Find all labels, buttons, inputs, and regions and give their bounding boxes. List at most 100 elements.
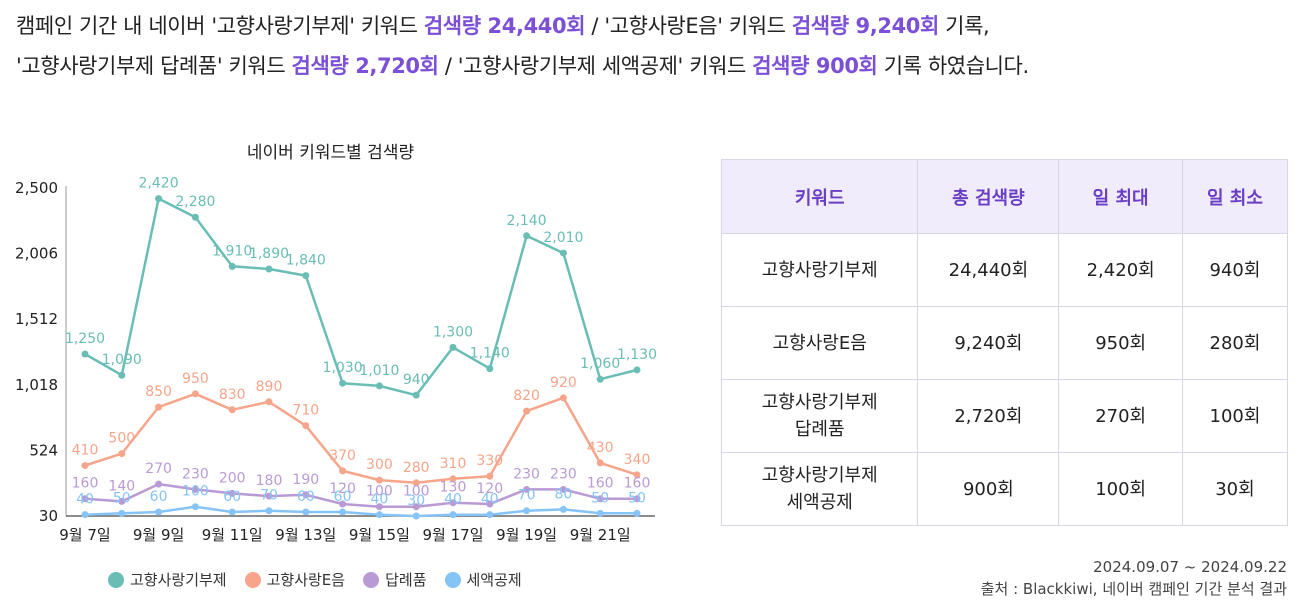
data-label: 180 (256, 473, 283, 489)
data-label: 40 (370, 492, 388, 508)
table-cell: 24,440회 (917, 233, 1060, 307)
x-tick-label: 9월 17일 (423, 526, 484, 544)
data-label: 190 (292, 472, 319, 488)
data-point (302, 491, 310, 499)
y-tick-label: 30 (39, 507, 58, 525)
data-label: 2,140 (507, 213, 547, 229)
data-label: 30 (407, 493, 425, 509)
data-label: 2,010 (543, 230, 583, 246)
data-point (633, 509, 641, 517)
series-line-1 (84, 392, 638, 485)
data-label: 60 (334, 489, 352, 505)
legend-label: 세액공제 (466, 571, 522, 589)
data-label: 100 (403, 484, 430, 500)
data-label: 100 (182, 484, 209, 500)
x-tick-label: 9월 11일 (202, 526, 263, 544)
table-header-cell: 일 최대 (1058, 159, 1183, 234)
data-label: 50 (628, 490, 646, 506)
data-label: 340 (624, 452, 651, 468)
headline-highlight: 검색량 2,720회 (291, 54, 439, 78)
data-label: 70 (260, 488, 278, 504)
footer-period: 2024.09.07 ~ 2024.09.22 (1093, 558, 1287, 576)
data-point (191, 213, 199, 221)
data-point (559, 485, 567, 493)
data-label: 1,130 (617, 347, 657, 363)
table-cell: 100회 (1181, 379, 1289, 453)
data-point (265, 492, 273, 500)
data-label: 310 (440, 456, 467, 472)
legend-dot-icon (108, 571, 124, 588)
y-tick-label: 2,006 (15, 245, 58, 263)
data-point (596, 509, 604, 517)
data-point (596, 459, 604, 467)
data-label: 120 (476, 481, 503, 497)
headline: 캠페인 기간 내 네이버 '고향사랑기부제' 키워드 검색량 24,440회 /… (16, 6, 1286, 86)
data-point (339, 500, 347, 508)
data-point (523, 232, 531, 240)
data-label: 80 (554, 486, 572, 502)
data-point (596, 375, 604, 383)
chart-legend: 고향사랑기부제 고향사랑E음 답례품 세액공제 (108, 569, 522, 590)
data-point (155, 508, 163, 516)
data-label: 60 (150, 489, 168, 505)
data-label: 300 (366, 457, 393, 473)
data-label: 1,030 (323, 360, 363, 376)
data-label: 140 (108, 478, 135, 494)
data-label: 2,280 (175, 194, 215, 210)
data-label: 160 (72, 476, 99, 492)
legend-dot-icon (444, 571, 461, 588)
data-label: 920 (550, 375, 577, 391)
headline-text: '고향사랑기부제 답례품' 키워드 (16, 54, 292, 78)
legend-item: 답례품 (363, 569, 427, 590)
data-label: 1,010 (359, 363, 399, 379)
data-point (228, 406, 236, 414)
data-point (228, 508, 236, 516)
data-label: 130 (440, 480, 467, 496)
data-label: 2,420 (139, 176, 179, 192)
data-point (486, 472, 494, 480)
data-point (81, 462, 89, 470)
legend-item: 세액공제 (444, 569, 522, 590)
data-point (486, 365, 494, 373)
data-point (375, 503, 383, 511)
data-label: 500 (108, 431, 135, 447)
y-tick-label: 1,512 (15, 310, 58, 328)
data-label: 200 (219, 470, 246, 486)
keyword-table: 키워드 총 검색량 일 최대 일 최소 고향사랑기부제 24,440회 2,420회 940… (720, 159, 1289, 526)
table-cell: 9,240회 (917, 306, 1060, 380)
data-label: 330 (476, 453, 503, 469)
headline-text: 기록, (938, 14, 990, 38)
data-point (375, 382, 383, 390)
data-point (633, 471, 641, 479)
data-point (302, 508, 310, 516)
data-point (449, 499, 457, 507)
data-point (81, 350, 89, 358)
data-label: 270 (145, 461, 172, 477)
data-point (523, 407, 531, 415)
headline-highlight: 검색량 24,440회 (423, 14, 586, 38)
data-label: 1,840 (286, 253, 326, 269)
headline-text: / '고향사랑기부제 세액공제' 키워드 (438, 54, 753, 78)
chart-title: 네이버 키워드별 검색량 (247, 143, 415, 163)
data-label: 940 (403, 372, 430, 388)
legend-label: 답례품 (385, 571, 427, 589)
x-tick-label: 9월 15일 (349, 526, 410, 544)
table-cell: 280회 (1181, 306, 1289, 380)
table-header-cell: 키워드 (720, 159, 919, 234)
data-point (449, 343, 457, 351)
headline-line-1: 캠페인 기간 내 네이버 '고향사랑기부제' 키워드 검색량 24,440회 /… (16, 6, 1286, 46)
x-tick-label: 9월 7일 (59, 526, 110, 544)
x-tick-label: 9월 9일 (133, 526, 184, 544)
data-point (559, 394, 567, 402)
data-point (339, 467, 347, 475)
legend-item: 고향사랑E음 (244, 569, 345, 590)
data-point (191, 485, 199, 493)
y-tick-label: 2,500 (15, 179, 58, 197)
data-label: 50 (591, 490, 609, 506)
legend-label: 고향사랑기부제 (130, 571, 227, 589)
data-point (118, 450, 126, 458)
y-tick-label: 1,018 (15, 376, 58, 394)
data-point (486, 500, 494, 508)
table-row: 고향사랑기부제 답례품 2,720회 270회 100회 (720, 379, 1289, 453)
table-header-row: 키워드 총 검색량 일 최대 일 최소 (720, 159, 1289, 234)
